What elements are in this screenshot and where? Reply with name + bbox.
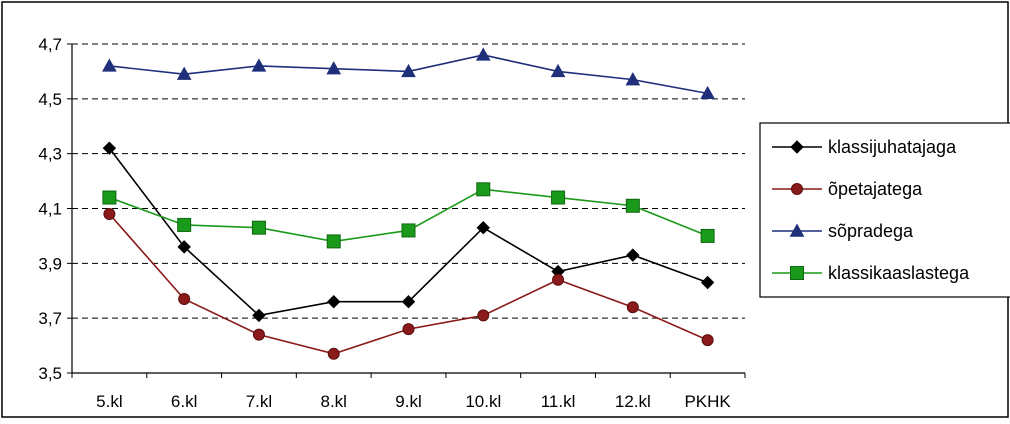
data-point [401,223,416,238]
data-point [476,220,490,235]
data-point [102,58,117,72]
x-tick-label: 9.kl [395,392,421,411]
data-point [102,141,117,155]
x-tick-label: 12.kl [615,392,651,411]
data-point [401,63,416,78]
data-point [625,72,641,86]
legend-label: õpetajatega [828,179,923,199]
data-point [326,234,341,249]
data-point [327,295,341,309]
x-tick-label: 11.kl [541,392,576,411]
x-tick-label: 5.kl [96,392,122,411]
x-tick-label: 6.kl [171,392,197,411]
data-point [103,207,116,220]
legend-label: klassikaaslastega [828,263,970,283]
data-point [552,273,565,286]
data-point [327,347,340,360]
y-tick-label: 4,1 [38,200,62,219]
data-point [252,328,265,341]
data-point [176,66,192,80]
legend-marker [789,223,805,237]
data-point [700,228,715,243]
data-point [625,198,640,213]
data-point [178,292,191,305]
x-tick-label: 7.kl [246,392,272,411]
data-point [476,182,491,197]
data-point [626,301,639,314]
x-tick-label: 10.kl [465,392,501,411]
x-tick-label: 8.kl [320,392,346,411]
y-tick-label: 3,5 [38,364,62,383]
legend-marker [791,183,803,195]
data-point [401,295,416,309]
legend-marker [790,140,804,154]
data-point [177,240,191,254]
data-point [251,58,267,72]
data-point [102,190,117,205]
data-point [700,85,715,100]
series-õpetajatega [103,207,714,360]
y-tick-label: 4,3 [38,145,62,164]
data-point [252,308,266,323]
data-point [251,220,266,235]
legend-marker [790,266,804,280]
data-point [326,61,342,75]
data-point [177,217,192,232]
y-tick-label: 3,7 [38,309,62,328]
data-point [551,190,566,205]
y-tick-label: 4,5 [38,90,62,109]
data-point [477,309,490,322]
y-tick-label: 4,7 [38,35,62,54]
legend-label: sõpradega [828,221,914,241]
x-tick-label: PKHK [684,392,731,411]
data-point [626,248,640,262]
y-tick-label: 3,9 [38,254,62,273]
data-point [550,63,566,78]
legend: klassijuhatajaga õpetajatega sõpradega klas… [759,122,1010,298]
data-point [402,323,415,336]
series-sõpradega [102,47,715,100]
data-point [701,334,714,347]
data-point [475,47,491,61]
data-point [700,275,715,290]
legend-label: klassijuhatajaga [828,137,957,157]
plot-area: 3,5 3,7 3,9 4,1 4,3 4,5 4,7 5.kl 6.kl 7.kl 8.kl 9.k… [38,35,746,411]
series-klassijuhatajaga [102,141,715,323]
series-klassikaaslastega [102,182,715,249]
